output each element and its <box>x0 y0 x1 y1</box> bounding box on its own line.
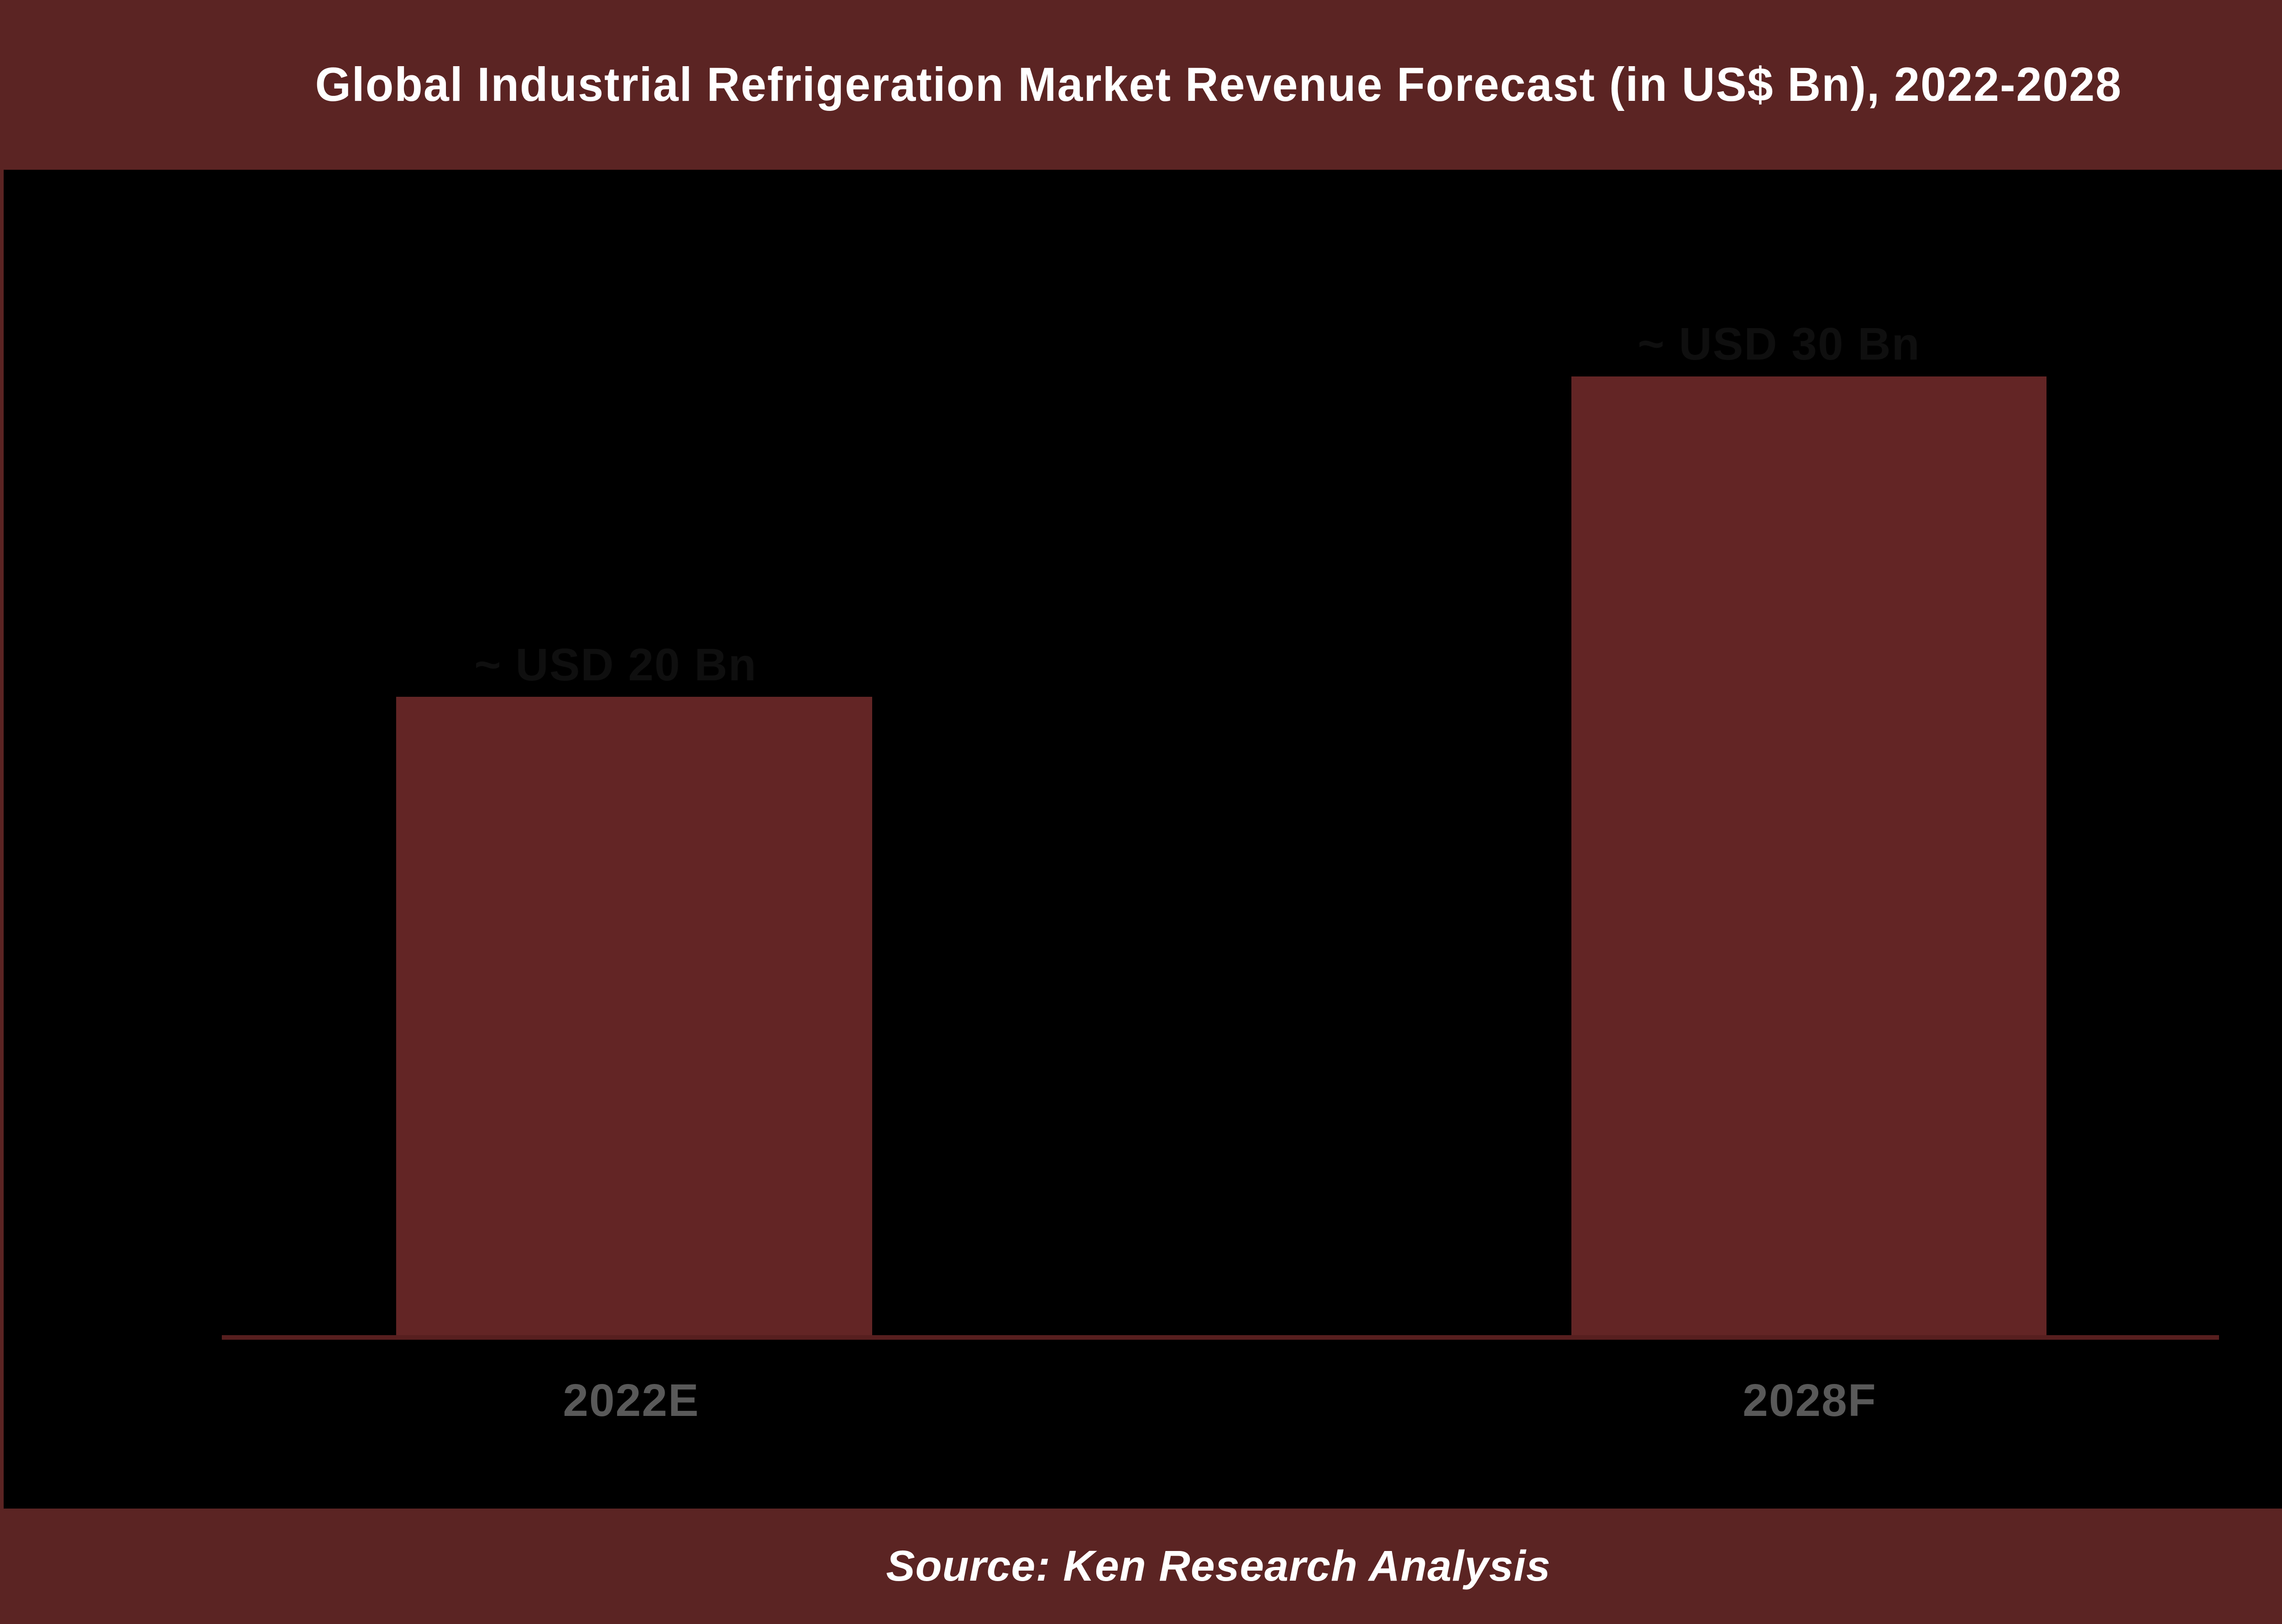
x-axis-line <box>222 1335 2219 1340</box>
data-label-2022e: ~ USD 20 Bn <box>474 639 757 690</box>
x-tick-2022e: 2022E <box>563 1375 700 1426</box>
data-label-2028f: ~ USD 30 Bn <box>1638 319 1921 370</box>
x-tick-2028f: 2028F <box>1743 1375 1877 1426</box>
bar-2022e <box>396 697 872 1335</box>
chart-footer: Source: Ken Research Analysis <box>0 1509 2282 1624</box>
bar-2028f <box>1571 376 2046 1335</box>
plot-area: ~ USD 20 Bn ~ USD 30 Bn 2022E 2028F <box>4 170 2282 1509</box>
source-text: Source: Ken Research Analysis <box>886 1542 1551 1590</box>
chart-header: Global Industrial Refrigeration Market R… <box>0 0 2282 170</box>
chart-title: Global Industrial Refrigeration Market R… <box>315 58 2122 111</box>
